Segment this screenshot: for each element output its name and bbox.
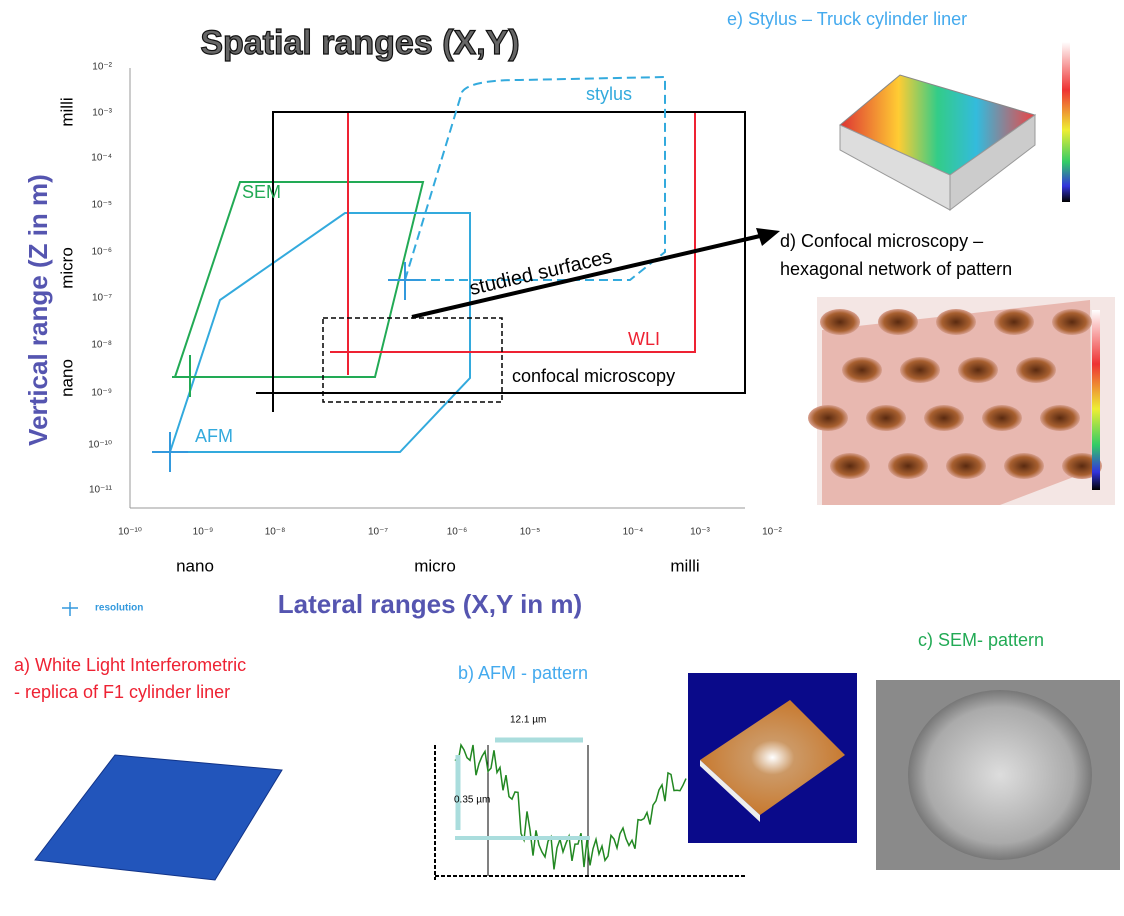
x-tick-label: 10⁻³ bbox=[690, 527, 710, 538]
y-tick-label: 10⁻⁸ bbox=[91, 340, 112, 351]
legend-label: resolution bbox=[95, 603, 143, 614]
pit bbox=[808, 405, 848, 431]
x-tick-label: 10⁻⁷ bbox=[368, 527, 388, 538]
depth-label: 0.35 µm bbox=[454, 795, 490, 806]
x-tick-label: 10⁻⁸ bbox=[265, 527, 286, 538]
x-axis-label: Lateral ranges (X,Y in m) bbox=[278, 589, 582, 619]
pit bbox=[924, 405, 964, 431]
pit bbox=[888, 453, 928, 479]
y-tick-label: 10⁻² bbox=[92, 62, 112, 73]
x-scale-label: milli bbox=[670, 556, 699, 575]
panel-title: b) AFM - pattern bbox=[458, 663, 588, 683]
stylus-label: stylus bbox=[586, 84, 632, 104]
y-tick-label: 10⁻¹⁰ bbox=[88, 440, 112, 451]
arrow-label: studied surfaces bbox=[467, 246, 614, 300]
panel-a: a) White Light Interferometric - replica… bbox=[14, 655, 282, 880]
afm-label: AFM bbox=[195, 426, 233, 446]
pit bbox=[842, 357, 882, 383]
panel-title: a) White Light Interferometric bbox=[14, 655, 246, 675]
x-tick-label: 10⁻⁹ bbox=[193, 527, 214, 538]
pit bbox=[958, 357, 998, 383]
panel-title: hexagonal network of pattern bbox=[780, 259, 1012, 279]
y-tick-label: 10⁻⁴ bbox=[91, 153, 112, 164]
pit bbox=[1004, 453, 1044, 479]
pit bbox=[982, 405, 1022, 431]
y-scale-label: milli bbox=[57, 97, 76, 126]
panel-title: c) SEM- pattern bbox=[918, 630, 1044, 650]
pit bbox=[900, 357, 940, 383]
x-tick-label: 10⁻² bbox=[762, 527, 782, 538]
pit bbox=[820, 309, 860, 335]
panel-d: d) Confocal microscopy – hexagonal netwo… bbox=[780, 231, 1115, 505]
pit bbox=[878, 309, 918, 335]
figure: Spatial ranges (X,Y) Vertical range (Z i… bbox=[0, 0, 1124, 911]
x-tick-label: 10⁻⁵ bbox=[520, 527, 541, 538]
wli-label: WLI bbox=[628, 329, 660, 349]
y-scale-label: nano bbox=[57, 359, 76, 397]
pit bbox=[994, 309, 1034, 335]
panel-title: e) Stylus – Truck cylinder liner bbox=[727, 9, 967, 29]
pit bbox=[1052, 309, 1092, 335]
panel-title: - replica of F1 cylinder liner bbox=[14, 682, 230, 702]
panel-title: d) Confocal microscopy – bbox=[780, 231, 983, 251]
y-tick-label: 10⁻⁹ bbox=[91, 388, 112, 399]
y-tick-label: 10⁻⁵ bbox=[91, 200, 112, 211]
x-tick-label: 10⁻⁶ bbox=[447, 527, 468, 538]
panel-b: b) AFM - pattern 12.1 µm 0.35 µm bbox=[435, 663, 857, 880]
confocal-label: confocal microscopy bbox=[512, 366, 675, 386]
pit bbox=[946, 453, 986, 479]
x-scale-label: micro bbox=[414, 556, 456, 575]
pit bbox=[830, 453, 870, 479]
y-tick-label: 10⁻¹¹ bbox=[89, 485, 113, 496]
y-tick-label: 10⁻³ bbox=[92, 108, 112, 119]
sem-label: SEM bbox=[242, 182, 281, 202]
pit bbox=[866, 405, 906, 431]
x-scale-label: nano bbox=[176, 556, 214, 575]
width-label: 12.1 µm bbox=[510, 715, 546, 726]
x-tick-label: 10⁻¹⁰ bbox=[118, 527, 142, 538]
x-tick-label: 10⁻⁴ bbox=[623, 527, 644, 538]
title: Spatial ranges (X,Y) bbox=[200, 24, 519, 62]
y-tick-label: 10⁻⁷ bbox=[92, 293, 112, 304]
pit bbox=[936, 309, 976, 335]
pit bbox=[1016, 357, 1056, 383]
panel-c: c) SEM- pattern bbox=[876, 630, 1120, 870]
pit bbox=[1040, 405, 1080, 431]
panel-e: e) Stylus – Truck cylinder liner bbox=[727, 9, 1070, 210]
y-axis-label: Vertical range (Z in m) bbox=[23, 174, 53, 446]
y-tick-label: 10⁻⁶ bbox=[91, 247, 112, 258]
y-scale-label: micro bbox=[57, 247, 76, 289]
